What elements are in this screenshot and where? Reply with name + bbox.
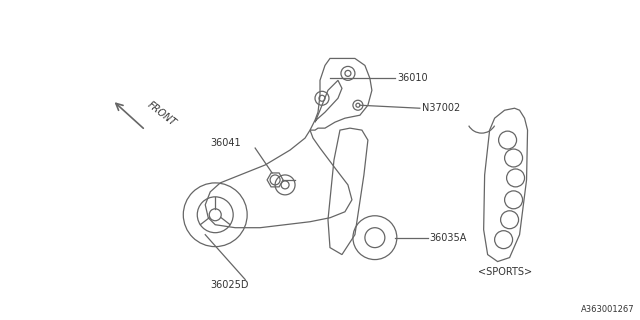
Text: 36035A: 36035A [430, 233, 467, 243]
Text: N37002: N37002 [422, 103, 460, 113]
Text: FRONT: FRONT [145, 100, 178, 128]
Text: 36041: 36041 [210, 138, 241, 148]
Text: <SPORTS>: <SPORTS> [477, 267, 532, 276]
Text: 36010: 36010 [397, 73, 428, 83]
Text: 36025D: 36025D [210, 280, 249, 291]
Text: A363001267: A363001267 [580, 305, 634, 314]
